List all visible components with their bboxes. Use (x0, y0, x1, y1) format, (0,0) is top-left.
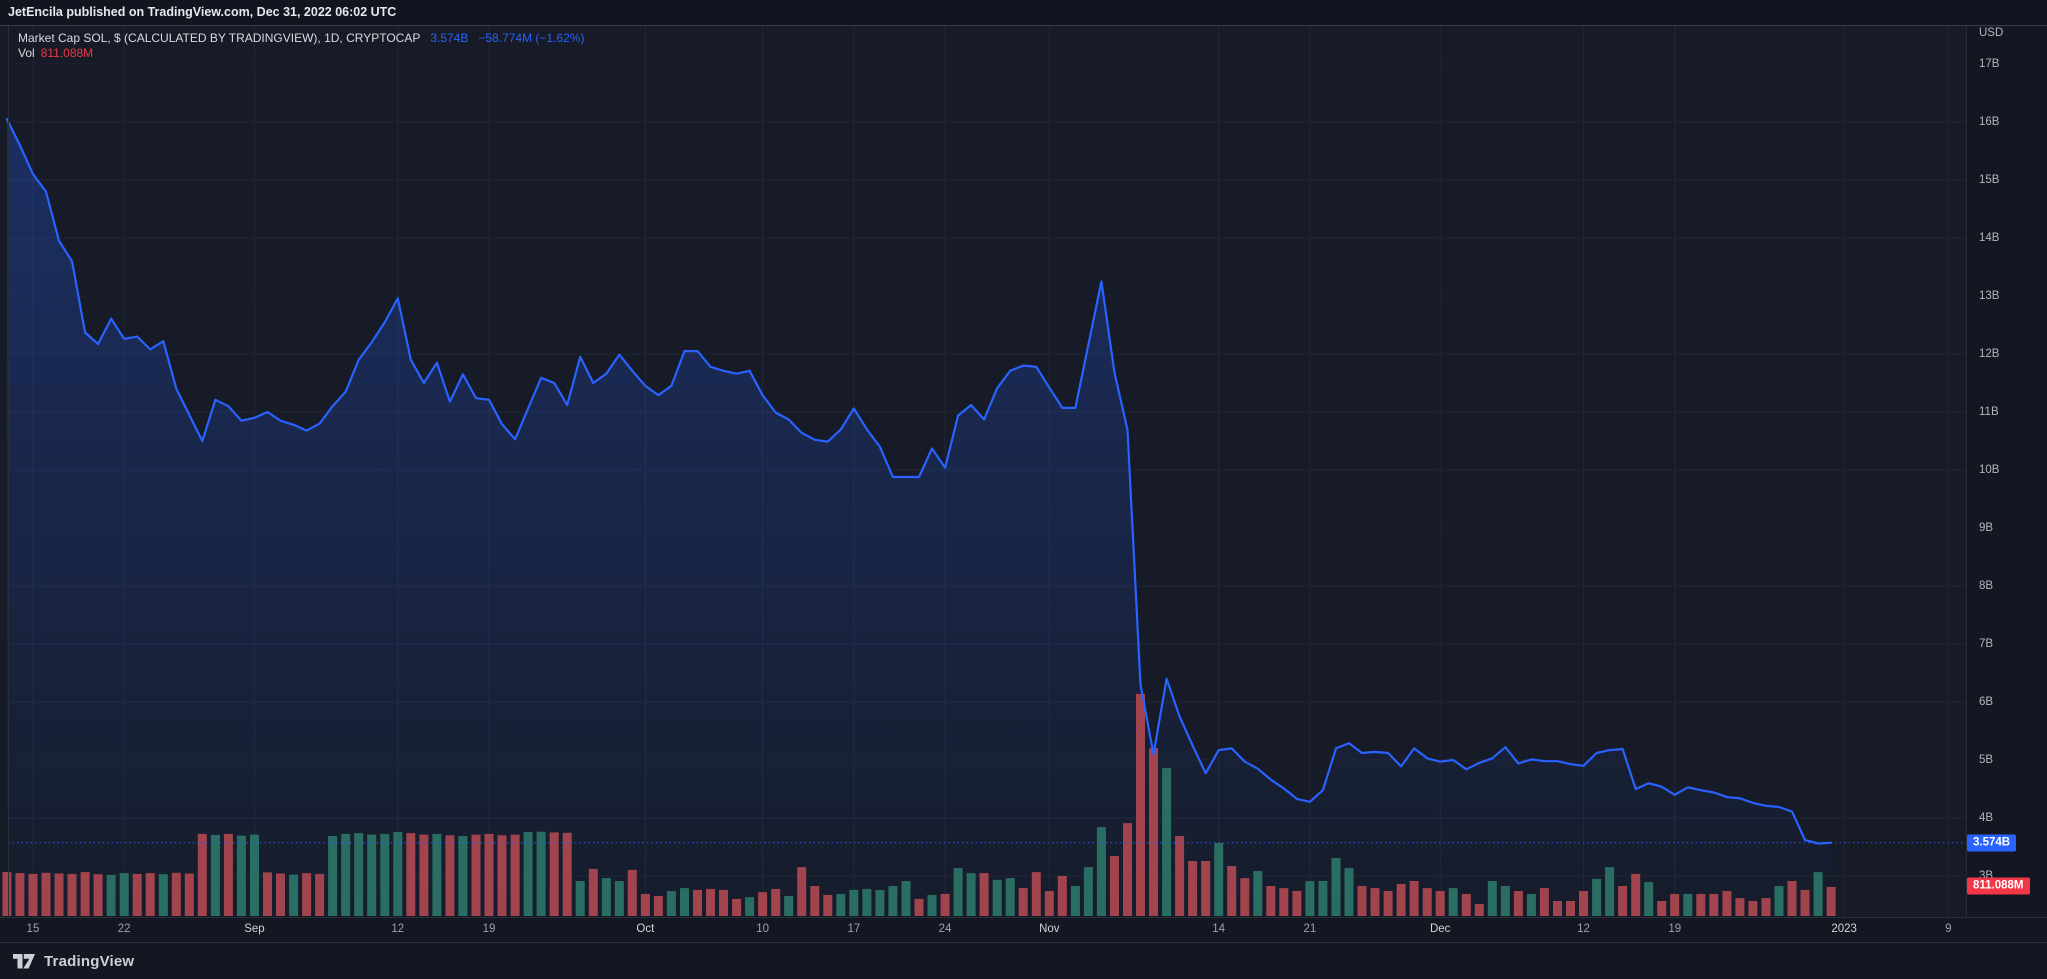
volume-value: 811.088M (40, 46, 94, 60)
time-tick-day-label: 12 (391, 923, 405, 935)
price-tick-label: 10B (1979, 464, 2000, 476)
time-tick-day-label: 24 (938, 923, 952, 935)
price-axis-currency: USD (1979, 27, 2004, 39)
volume-label: Vol (18, 46, 35, 60)
price-tick-label: 6B (1979, 696, 1994, 708)
price-tick-label: 17B (1979, 58, 2000, 70)
symbol-title: Market Cap SOL, $ (CALCULATED BY TRADING… (18, 31, 421, 45)
current-price-badge: 3.574B (1967, 834, 2017, 852)
time-tick-day-label: 19 (1668, 923, 1682, 935)
price-tick-label: 12B (1979, 348, 2000, 360)
change-value: −58.774M (−1.62%) (478, 31, 585, 45)
time-tick-day-label: 22 (117, 923, 131, 935)
price-tick-label: 8B (1979, 580, 1994, 592)
tradingview-logo-icon (13, 954, 35, 969)
publish-banner-text: JetEncila published on TradingView.com, … (8, 5, 397, 19)
price-axis[interactable]: USD 17B 16B 15B 14B 13B 12B 11B 10B 9B 8B 7B 6B 5B 4B… (1966, 26, 2047, 943)
chart-pane[interactable] (0, 26, 1966, 917)
price-tick-label: 15B (1979, 174, 2000, 186)
time-tick-day-label: 12 (1577, 923, 1590, 935)
price-tick-label: 16B (1979, 116, 2000, 128)
current-volume-badge: 811.088M (1967, 877, 2030, 895)
price-tick-label: 14B (1979, 232, 2000, 244)
time-tick-day-label: 9 (1945, 923, 1952, 935)
legend-volume-row[interactable]: Vol 811.088M (18, 46, 584, 61)
time-tick-day-label: 17 (847, 923, 861, 935)
last-value: 3.574B (430, 31, 469, 45)
time-tick-month-label: 2023 (1831, 923, 1857, 935)
time-tick-day-label: 19 (482, 923, 496, 935)
time-axis[interactable]: 15 22 Sep 12 19 Oct 10 17 24 Nov 14 21 Dec 12 19 2023 9 (0, 917, 2047, 943)
price-tick-label: 11B (1979, 406, 1999, 418)
price-tick-label: 9B (1979, 522, 1994, 534)
price-tick-label: 13B (1979, 290, 2000, 302)
chart-legend: Market Cap SOL, $ (CALCULATED BY TRADING… (18, 31, 584, 61)
price-tick-label: 4B (1979, 812, 1994, 824)
price-tick-label: 5B (1979, 754, 1994, 766)
publish-banner: JetEncila published on TradingView.com, … (0, 0, 2047, 26)
time-tick-day-label: 14 (1212, 923, 1226, 935)
time-tick-month-label: Sep (244, 923, 265, 935)
legend-symbol-row[interactable]: Market Cap SOL, $ (CALCULATED BY TRADING… (18, 31, 584, 46)
time-tick-month-label: Nov (1039, 923, 1060, 935)
bottom-bar: TradingView (0, 943, 2047, 979)
time-tick-day-label: 21 (1303, 923, 1317, 935)
pane-left-border (8, 26, 9, 943)
tradingview-wordmark: TradingView (44, 953, 135, 970)
time-tick-month-label: Oct (636, 923, 655, 935)
tradingview-logo[interactable]: TradingView (13, 953, 134, 970)
price-tick-label: 7B (1979, 638, 1994, 650)
time-tick-month-label: Dec (1429, 923, 1451, 935)
time-tick-day-label: 10 (756, 923, 770, 935)
time-tick-day-label: 15 (26, 923, 40, 935)
